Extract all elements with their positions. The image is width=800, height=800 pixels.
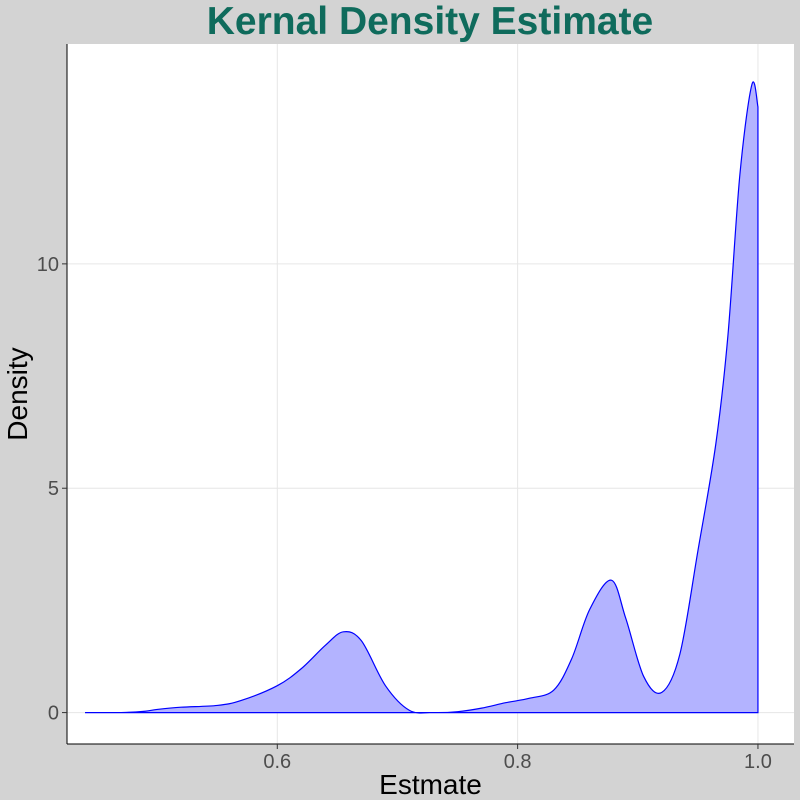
y-tick-label: 0 (48, 703, 59, 725)
x-axis-title: Estmate (379, 769, 482, 800)
y-tick-label: 10 (37, 254, 59, 276)
plot-panel (67, 44, 794, 744)
chart-title: Kernal Density Estimate (206, 0, 654, 43)
density-area (85, 81, 758, 714)
x-tick-label: 0.8 (504, 751, 532, 773)
y-axis-title: Density (2, 347, 33, 440)
x-tick-label: 0.6 (263, 751, 291, 773)
y-tick-label: 5 (48, 478, 59, 500)
density-line (85, 81, 759, 714)
x-tick-label: 1.0 (744, 751, 772, 773)
